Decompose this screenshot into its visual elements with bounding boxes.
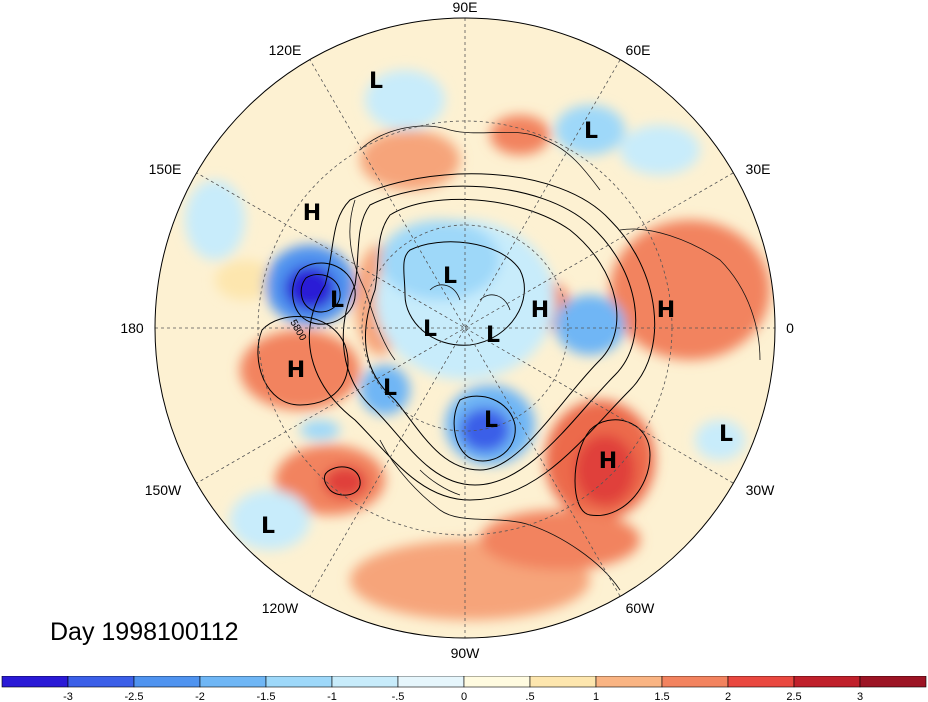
- lon-label-180: 180: [120, 320, 144, 336]
- lon-label-60w: 60W: [626, 600, 656, 616]
- high-center: H: [531, 298, 549, 323]
- lon-label-150w: 150W: [145, 482, 182, 498]
- low-center: L: [423, 317, 437, 342]
- lon-label-30w: 30W: [746, 482, 776, 498]
- colorbar-tick-label: -3: [63, 691, 73, 702]
- colorbar-swatch: [793, 676, 861, 688]
- lon-label-0: 0: [786, 320, 794, 336]
- polar-map: 90E 60E 30E 0 30W 60W 90W 120W 150W 180 …: [120, 0, 794, 661]
- colorbar-tick-label: -2: [195, 691, 205, 702]
- colorbar-tick-label: 0: [461, 691, 467, 702]
- colorbar-tick-label: 3: [857, 691, 863, 702]
- lon-label-150e: 150E: [149, 161, 182, 177]
- colorbar-tick-label: -.5: [392, 691, 405, 702]
- colorbar: -3 -2.5 -2 -1.5 -1 -.5 0 .5 1 1.5 2 2.5 3: [1, 676, 927, 702]
- coastlines: [349, 125, 761, 591]
- high-center: H: [287, 358, 305, 383]
- colorbar-tick-label: 1.5: [654, 691, 669, 702]
- high-center: H: [599, 449, 617, 474]
- lon-label-120w: 120W: [262, 600, 299, 616]
- low-center: L: [486, 323, 500, 348]
- colorbar-tick-label: .5: [525, 691, 534, 702]
- colorbar-swatch: [331, 676, 399, 688]
- colorbar-swatch: [661, 676, 729, 688]
- colorbar-tick-label: 1: [593, 691, 599, 702]
- colorbar-swatch: [463, 676, 531, 688]
- colorbar-swatch: [133, 676, 201, 688]
- lon-label-90w: 90W: [451, 645, 481, 661]
- colorbar-tick-label: -2.5: [125, 691, 144, 702]
- colorbar-tick-label: -1: [327, 691, 337, 702]
- lon-label-120e: 120E: [269, 42, 302, 58]
- colorbar-tick-label: 2.5: [786, 691, 801, 702]
- graticule: [155, 18, 775, 638]
- colorbar-swatch: [859, 676, 927, 688]
- low-center: L: [443, 264, 457, 289]
- low-center: L: [719, 422, 733, 447]
- colorbar-swatch: [67, 676, 135, 688]
- lon-label-90e: 90E: [453, 0, 478, 15]
- low-center: L: [330, 288, 344, 313]
- lon-label-30e: 30E: [746, 161, 771, 177]
- map-border: [154, 17, 776, 639]
- colorbar-swatch: [727, 676, 795, 688]
- high-center: H: [657, 298, 675, 323]
- colorbar-swatch: [265, 676, 333, 688]
- low-center: L: [261, 514, 275, 539]
- timestamp-title: Day 1998100112: [50, 618, 239, 646]
- low-center: L: [383, 376, 397, 401]
- high-center: H: [303, 201, 321, 226]
- colorbar-swatch: [529, 676, 597, 688]
- low-center: L: [369, 69, 383, 94]
- colorbar-tick-label: -1.5: [257, 691, 276, 702]
- lon-label-60e: 60E: [626, 42, 651, 58]
- colorbar-swatch: [1, 676, 69, 688]
- colorbar-swatch: [199, 676, 267, 688]
- pressure-centers: H H H H H H L L L L L L L L L L: [261, 69, 733, 539]
- anomaly-field: [155, 18, 775, 638]
- colorbar-tick-label: 2: [725, 691, 731, 702]
- colorbar-swatch: [595, 676, 663, 688]
- colorbar-swatch: [397, 676, 465, 688]
- low-center: L: [584, 119, 598, 144]
- low-center: L: [484, 408, 498, 433]
